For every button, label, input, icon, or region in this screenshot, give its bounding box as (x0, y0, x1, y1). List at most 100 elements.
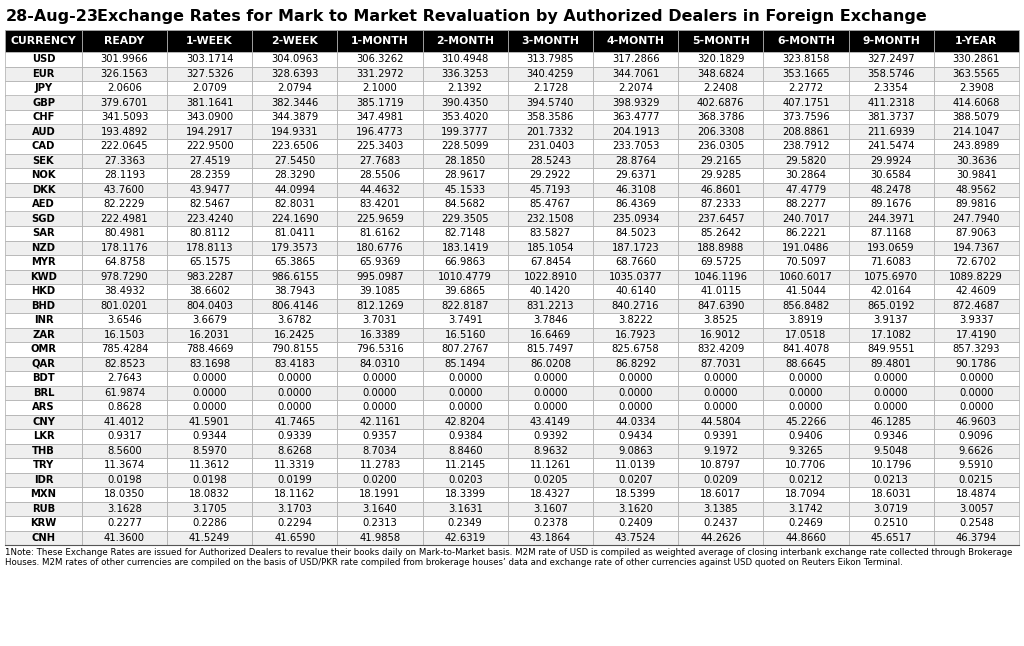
Bar (849, 530, 934, 545)
Text: 193.4892: 193.4892 (100, 127, 148, 137)
Bar (934, 458, 1019, 472)
Bar (934, 168, 1019, 183)
Text: 46.9603: 46.9603 (955, 417, 996, 427)
Text: BHD: BHD (32, 301, 55, 311)
Text: 232.1508: 232.1508 (526, 214, 574, 224)
Bar (678, 110, 763, 125)
Text: 194.7367: 194.7367 (952, 243, 1000, 253)
Bar (678, 168, 763, 183)
Bar (593, 96, 678, 110)
Bar (167, 284, 252, 298)
Text: 8.9632: 8.9632 (532, 446, 568, 455)
Bar (849, 81, 934, 96)
Bar (593, 342, 678, 357)
Text: 179.3573: 179.3573 (271, 243, 318, 253)
Text: HKD: HKD (32, 286, 55, 297)
Bar (423, 81, 508, 96)
Bar (82, 530, 167, 545)
Bar (508, 298, 593, 313)
Text: 16.5160: 16.5160 (444, 329, 486, 340)
Text: 9.0863: 9.0863 (618, 446, 653, 455)
Bar (678, 284, 763, 298)
Bar (423, 313, 508, 328)
Text: 983.2287: 983.2287 (186, 272, 233, 282)
Bar (338, 139, 423, 154)
Text: 87.2333: 87.2333 (700, 199, 741, 209)
Text: 18.4327: 18.4327 (529, 489, 571, 499)
Text: 1-WEEK: 1-WEEK (186, 36, 233, 46)
Bar (423, 328, 508, 342)
Bar (338, 415, 423, 429)
Text: 385.1719: 385.1719 (356, 98, 403, 108)
Text: 90.1786: 90.1786 (955, 359, 997, 369)
Bar (338, 81, 423, 96)
Bar (252, 530, 338, 545)
Bar (423, 298, 508, 313)
Text: 341.5093: 341.5093 (100, 112, 148, 122)
Text: 3.7031: 3.7031 (362, 315, 397, 325)
Bar (82, 67, 167, 81)
Text: 3.1385: 3.1385 (703, 504, 738, 514)
Bar (338, 168, 423, 183)
Bar (167, 81, 252, 96)
Bar (423, 444, 508, 458)
Text: 368.3786: 368.3786 (697, 112, 744, 122)
Text: 84.5023: 84.5023 (615, 228, 656, 238)
Text: 3.8919: 3.8919 (788, 315, 823, 325)
Text: CNY: CNY (32, 417, 55, 427)
Bar (678, 342, 763, 357)
Text: 18.1162: 18.1162 (274, 489, 315, 499)
Bar (82, 298, 167, 313)
Bar (338, 52, 423, 67)
Bar (5, 81, 82, 96)
Text: 330.2861: 330.2861 (952, 54, 1000, 64)
Bar (82, 516, 167, 530)
Text: 841.4078: 841.4078 (782, 344, 829, 354)
Bar (167, 226, 252, 240)
Bar (5, 52, 82, 67)
Text: 348.6824: 348.6824 (697, 68, 744, 79)
Text: 8.6268: 8.6268 (278, 446, 312, 455)
Bar (5, 472, 82, 487)
Bar (5, 284, 82, 298)
Text: 790.8155: 790.8155 (271, 344, 318, 354)
Text: 65.3865: 65.3865 (274, 257, 315, 267)
Text: 89.1676: 89.1676 (870, 199, 911, 209)
Text: 303.1714: 303.1714 (186, 54, 233, 64)
Bar (5, 487, 82, 501)
Bar (338, 342, 423, 357)
Text: 17.0518: 17.0518 (785, 329, 826, 340)
Text: 0.0205: 0.0205 (534, 475, 567, 484)
Text: 45.1533: 45.1533 (444, 185, 485, 194)
Text: 3.0719: 3.0719 (873, 504, 908, 514)
Text: 199.3777: 199.3777 (441, 127, 489, 137)
Bar (593, 328, 678, 342)
Text: 183.1419: 183.1419 (441, 243, 489, 253)
Text: 29.2922: 29.2922 (529, 171, 571, 180)
Text: 236.0305: 236.0305 (697, 141, 744, 151)
Text: AED: AED (32, 199, 55, 209)
Bar (934, 472, 1019, 487)
Text: 0.0000: 0.0000 (703, 402, 738, 412)
Text: 10.1796: 10.1796 (870, 460, 911, 470)
Bar (252, 226, 338, 240)
Text: 0.0000: 0.0000 (362, 402, 397, 412)
Text: 16.1503: 16.1503 (103, 329, 145, 340)
Bar (934, 81, 1019, 96)
Bar (934, 284, 1019, 298)
Bar (593, 226, 678, 240)
Bar (338, 328, 423, 342)
Bar (934, 154, 1019, 168)
Text: 222.9500: 222.9500 (186, 141, 233, 151)
Text: 0.0000: 0.0000 (618, 388, 653, 398)
Bar (167, 211, 252, 226)
Text: 43.1864: 43.1864 (529, 533, 571, 543)
Text: 28-Aug-23: 28-Aug-23 (6, 9, 99, 24)
Bar (338, 357, 423, 371)
Bar (5, 298, 82, 313)
Text: 18.1991: 18.1991 (359, 489, 400, 499)
Bar (423, 386, 508, 400)
Text: 0.0203: 0.0203 (447, 475, 482, 484)
Bar (678, 501, 763, 516)
Text: READY: READY (104, 36, 144, 46)
